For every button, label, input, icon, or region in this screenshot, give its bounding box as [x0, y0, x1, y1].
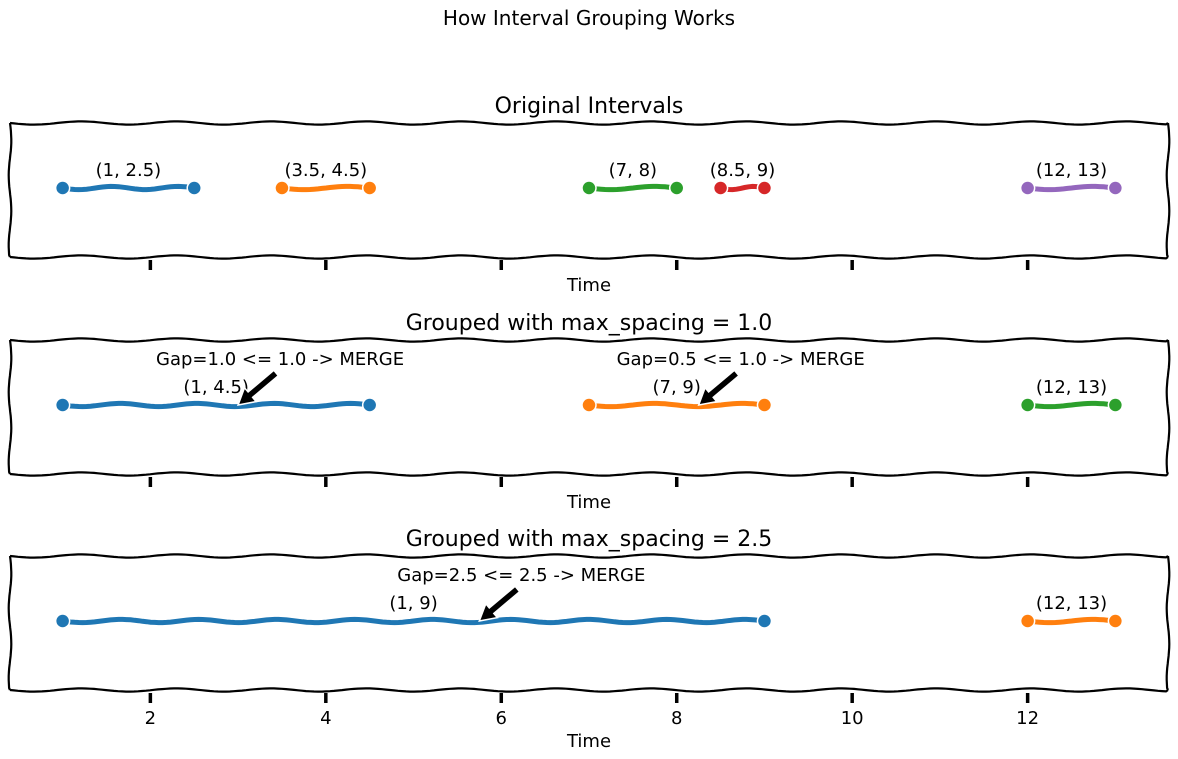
interval-endpoint	[1019, 397, 1036, 413]
annotation-arrow	[478, 585, 521, 622]
frame-edge	[1165, 122, 1171, 258]
interval-endpoint	[1107, 180, 1124, 196]
x-axis-label: Time	[566, 492, 611, 513]
interval: (7, 9)	[581, 377, 773, 413]
frame-edge	[7, 122, 13, 258]
interval-line	[279, 183, 373, 193]
interval-endpoint	[1019, 180, 1036, 196]
interval-endpoint	[756, 180, 773, 196]
annotation-arrow	[236, 369, 280, 406]
x-tick-label: 12	[1016, 708, 1039, 729]
frame-edge	[9, 254, 1169, 260]
annotation-text: Gap=2.5 <= 2.5 -> MERGE	[397, 565, 645, 586]
interval-endpoint	[361, 397, 378, 413]
interval-endpoint	[54, 180, 71, 196]
interval-line	[1025, 616, 1118, 626]
interval: (1, 2.5)	[54, 160, 202, 196]
interval-line	[60, 616, 767, 626]
panel-title: Original Intervals	[495, 94, 684, 119]
frame-edge	[7, 339, 13, 475]
merge-annotation: Gap=2.5 <= 2.5 -> MERGE	[397, 565, 645, 622]
frame-edge	[1165, 555, 1171, 691]
interval: (12, 13)	[1019, 377, 1124, 413]
interval-endpoint	[186, 180, 202, 196]
interval: (12, 13)	[1019, 160, 1124, 196]
plot-frame	[7, 120, 1171, 260]
frame-edge	[9, 553, 1169, 559]
interval-label: (12, 13)	[1036, 377, 1107, 398]
interval-endpoint	[581, 180, 597, 196]
merge-annotation: Gap=1.0 <= 1.0 -> MERGE	[156, 349, 404, 406]
interval-label: (12, 13)	[1036, 593, 1107, 614]
panel-title: Grouped with max_spacing = 2.5	[406, 527, 773, 552]
annotation-text: Gap=0.5 <= 1.0 -> MERGE	[617, 349, 865, 370]
interval-endpoint	[756, 613, 773, 629]
frame-edge	[9, 471, 1169, 477]
interval: (3.5, 4.5)	[274, 160, 378, 196]
merge-annotation: Gap=0.5 <= 1.0 -> MERGE	[617, 349, 865, 406]
frame-edge	[9, 120, 1169, 126]
panel-2: Grouped with max_spacing = 1.0 Time (1, 4.…	[7, 311, 1171, 513]
annotation-arrow	[697, 369, 740, 406]
interval-label: (1, 9)	[389, 593, 437, 614]
interval-endpoint	[54, 397, 71, 413]
interval: (7, 8)	[581, 160, 685, 196]
interval-label: (1, 4.5)	[183, 377, 249, 398]
panel-3: Grouped with max_spacing = 2.5 2 4 6 8 10 12 Ti…	[7, 527, 1171, 752]
interval: (1, 4.5)	[54, 377, 378, 413]
interval-label: (3.5, 4.5)	[284, 160, 367, 181]
interval-label: (8.5, 9)	[710, 160, 776, 181]
interval-endpoint	[1019, 613, 1036, 629]
interval-endpoint	[274, 180, 290, 196]
interval-endpoint	[1107, 613, 1124, 629]
plot-frame	[7, 553, 1171, 693]
interval-label: (7, 9)	[653, 377, 701, 398]
interval-endpoint	[668, 180, 685, 196]
interval-endpoint	[756, 397, 773, 413]
x-axis-label: Time	[566, 731, 611, 752]
panel-title: Grouped with max_spacing = 1.0	[406, 311, 773, 336]
interval-endpoint	[581, 397, 597, 413]
interval-line	[1025, 400, 1118, 410]
x-tick-label: 4	[320, 708, 331, 729]
interval-label: (12, 13)	[1036, 160, 1107, 181]
interval: (12, 13)	[1019, 593, 1124, 629]
frame-edge	[1165, 339, 1171, 475]
frame-edge	[7, 555, 13, 691]
x-tick-label: 2	[145, 708, 156, 729]
interval-line	[60, 183, 197, 193]
figure-title: How Interval Grouping Works	[443, 6, 735, 30]
interval-endpoint	[712, 180, 729, 196]
interval-label: (1, 2.5)	[96, 160, 162, 181]
panel-1: Original Intervals Time (1, 2.5) (3.5, 4.5)…	[7, 94, 1171, 296]
x-tick-label: 10	[841, 708, 864, 729]
interval: (1, 9)	[54, 593, 773, 629]
interval-line	[60, 400, 373, 410]
interval-line	[586, 400, 767, 410]
interval-endpoint	[361, 180, 378, 196]
panels: Original Intervals Time (1, 2.5) (3.5, 4.5)…	[7, 94, 1171, 752]
interval: (8.5, 9)	[710, 160, 776, 196]
frame-edge	[9, 687, 1169, 693]
frame-edge	[9, 337, 1169, 343]
annotation-text: Gap=1.0 <= 1.0 -> MERGE	[156, 349, 404, 370]
x-tick-label: 6	[496, 708, 507, 729]
plot-frame	[7, 337, 1171, 477]
interval-endpoint	[54, 613, 71, 629]
interval-label: (7, 8)	[609, 160, 657, 181]
x-axis-label: Time	[566, 275, 611, 296]
interval-line	[586, 183, 680, 193]
interval-line	[1025, 183, 1118, 193]
interval-endpoint	[1107, 397, 1124, 413]
x-tick-label: 8	[671, 708, 682, 729]
